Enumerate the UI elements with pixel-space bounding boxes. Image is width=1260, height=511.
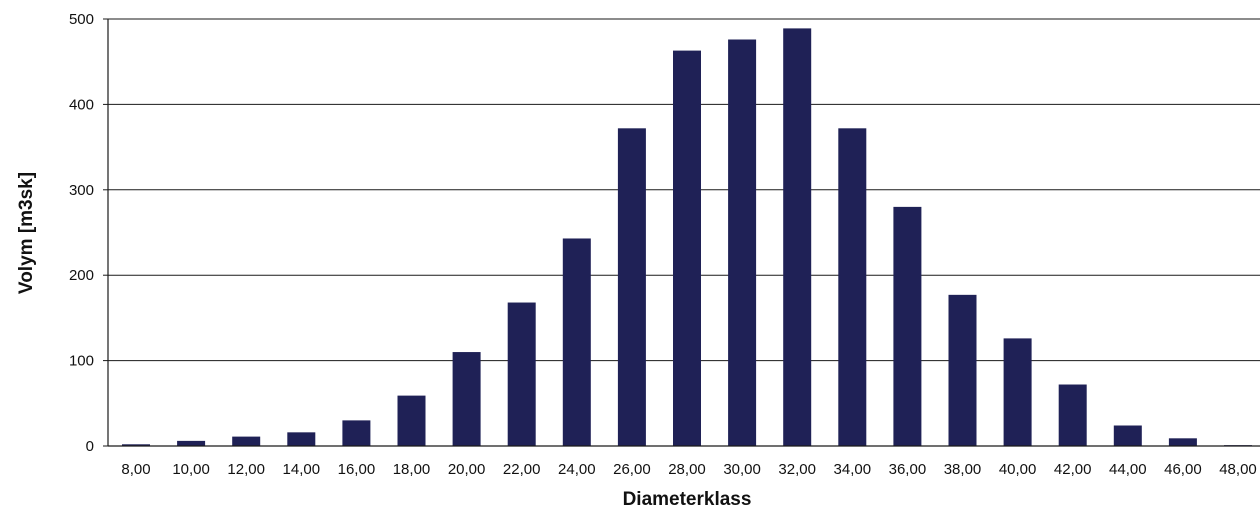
bar [287,432,316,446]
bar [177,440,206,446]
x-tick-label: 24,00 [558,461,596,478]
bar [562,238,591,446]
bar [507,302,536,446]
bar [232,436,261,446]
x-tick-label: 18,00 [393,461,431,478]
x-tick-label: 10,00 [172,461,210,478]
x-tick-label: 34,00 [834,461,872,478]
x-tick-labels: 8,00 10,00 12,00 14,00 16,00 18,00 20,00 22,00 2… [121,461,1256,478]
x-tick-label: 44,00 [1109,461,1147,478]
x-tick-label: 36,00 [889,461,927,478]
bar [1113,425,1142,446]
bar [122,444,150,446]
x-tick-label: 38,00 [944,461,982,478]
x-tick-label: 32,00 [778,461,816,478]
bar [838,128,867,446]
y-tick-label: 200 [69,267,94,284]
bar [452,352,481,446]
y-tick-label: 300 [69,182,94,199]
axes [107,19,1260,447]
bar [1058,384,1087,446]
x-tick-label: 42,00 [1054,461,1092,478]
bars [122,28,1252,447]
bar [728,39,757,446]
bar [948,294,977,446]
bar [673,50,701,447]
y-tick-label: 400 [69,96,94,113]
bar [342,420,371,446]
x-axis-title: Diameterklass [623,489,752,510]
x-tick-label: 8,00 [121,461,150,478]
x-tick-label: 28,00 [668,461,706,478]
bar [617,128,646,446]
y-tick-label: 500 [69,11,94,28]
bar [893,206,922,446]
x-tick-label: 26,00 [613,461,651,478]
x-tick-label: 30,00 [723,461,761,478]
y-tick-label: 100 [69,353,94,370]
x-tick-label: 40,00 [999,461,1037,478]
x-tick-label: 20,00 [448,461,486,478]
x-tick-label: 48,00 [1219,461,1257,478]
x-tick-label: 46,00 [1164,461,1202,478]
x-tick-label: 22,00 [503,461,541,478]
bar [1168,438,1197,446]
y-tick-label: 0 [86,438,94,455]
y-axis-title: Volym [m3sk] [16,172,37,294]
x-tick-label: 12,00 [227,461,265,478]
bar [783,28,812,446]
bar [397,395,426,446]
x-tick-label: 14,00 [283,461,321,478]
y-tick-labels: 0 100 200 300 400 500 [69,11,108,455]
x-tick-label: 16,00 [338,461,376,478]
bar [1003,338,1032,446]
